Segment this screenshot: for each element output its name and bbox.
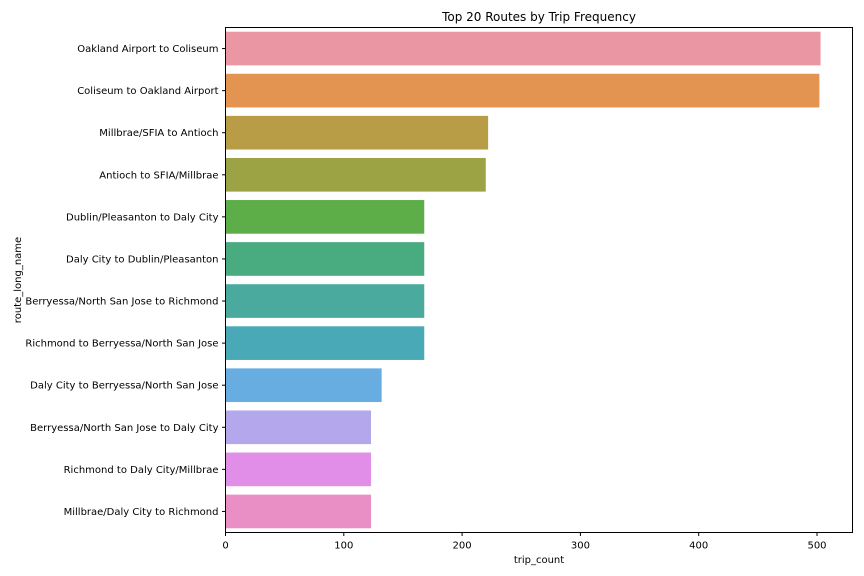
- bar: [225, 410, 372, 445]
- y-tick-label: Richmond to Daly City/Millbrae: [64, 465, 219, 476]
- y-tick-label: Oakland Airport to Coliseum: [77, 44, 218, 55]
- bar: [225, 368, 382, 403]
- bar: [225, 31, 821, 66]
- plot-frame: [225, 27, 853, 533]
- bar: [225, 284, 425, 318]
- bar: [225, 452, 372, 487]
- y-tick-label: Daly City to Berryessa/North San Jose: [30, 381, 218, 392]
- x-tick-label: 300: [571, 541, 590, 552]
- y-tick-label: Berryessa/North San Jose to Daly City: [30, 423, 218, 434]
- bar: [225, 115, 489, 150]
- x-tick-label: 500: [807, 541, 826, 552]
- x-tick-label: 200: [453, 541, 472, 552]
- x-tick-label: 0: [222, 541, 228, 552]
- y-tick-label: Antioch to SFIA/Millbrae: [99, 170, 218, 181]
- y-tick-label: Coliseum to Oakland Airport: [77, 86, 218, 97]
- y-ticks-group: Oakland Airport to Coliseum Coliseum to O…: [25, 44, 226, 518]
- y-tick-label: Berryessa/North San Jose to Richmond: [25, 297, 218, 308]
- bar: [225, 73, 820, 108]
- x-axis-title: trip_count: [514, 555, 564, 566]
- bar: [225, 157, 486, 192]
- y-tick-label: Richmond to Berryessa/North San Jose: [25, 339, 218, 350]
- x-tick-label: 400: [689, 541, 708, 552]
- y-tick-label: Dublin/Pleasanton to Daly City: [66, 212, 219, 223]
- chart-title: Top 20 Routes by Trip Frequency: [441, 10, 636, 24]
- y-axis-title: route_long_name: [13, 237, 24, 323]
- bar: [225, 326, 425, 360]
- y-tick-label: Millbrae/Daly City to Richmond: [64, 507, 219, 518]
- bar: [225, 242, 425, 276]
- bar: [225, 200, 425, 234]
- x-tick-label: 100: [334, 541, 353, 552]
- y-tick-label: Daly City to Dublin/Pleasanton: [66, 254, 219, 265]
- x-ticks-group: 0 100 200 300 400 500: [222, 532, 827, 552]
- bars-group: [225, 31, 821, 529]
- bar: [225, 494, 372, 529]
- y-tick-label: Millbrae/SFIA to Antioch: [99, 128, 218, 139]
